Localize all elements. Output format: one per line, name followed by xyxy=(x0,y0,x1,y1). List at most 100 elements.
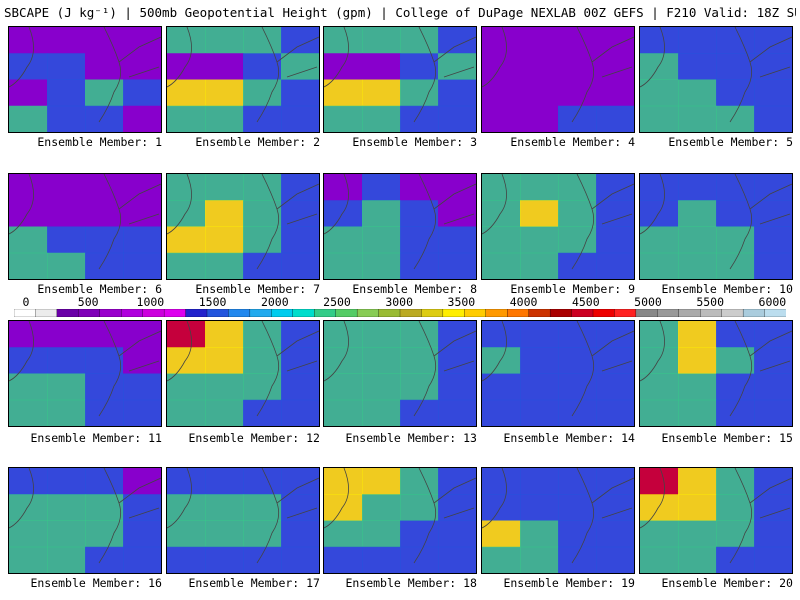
panel-label: Ensemble Member: 1 xyxy=(37,135,162,149)
cape-cell xyxy=(520,321,559,348)
cape-cell xyxy=(558,79,597,107)
cape-cell xyxy=(324,174,363,201)
cape-map xyxy=(482,468,634,573)
cape-cell xyxy=(362,373,401,401)
cape-cell xyxy=(716,79,755,107)
cape-cell xyxy=(243,399,282,426)
coastline xyxy=(324,468,476,564)
cape-cell xyxy=(9,399,48,426)
coastline xyxy=(482,468,634,564)
colorbar-swatch xyxy=(121,309,144,317)
cape-cell xyxy=(482,226,521,254)
colorbar-swatch xyxy=(571,309,594,317)
cape-cell xyxy=(482,468,521,495)
cape-map xyxy=(167,27,319,132)
cape-cell xyxy=(123,174,161,201)
cape-cell xyxy=(281,347,319,374)
cape-cell xyxy=(9,79,48,107)
cape-cell xyxy=(281,174,319,201)
cape-cell xyxy=(640,252,679,279)
cape-cell xyxy=(438,252,476,279)
cape-cell xyxy=(205,53,244,80)
cape-cell xyxy=(520,468,559,495)
cape-cell xyxy=(520,226,559,254)
cape-cell xyxy=(362,252,401,279)
cape-cell xyxy=(640,53,679,80)
cape-cell xyxy=(716,373,755,401)
cape-cell xyxy=(400,252,439,279)
cape-cell xyxy=(482,399,521,426)
cape-cell xyxy=(47,494,86,521)
colorbar-swatch xyxy=(271,309,294,317)
cape-cell xyxy=(362,468,401,495)
coastline xyxy=(9,468,161,564)
colorbar-swatch xyxy=(378,309,401,317)
panel-label: Ensemble Member: 18 xyxy=(345,576,477,590)
cape-cell xyxy=(9,494,48,521)
cape-cell xyxy=(205,399,244,426)
cape-cell xyxy=(85,373,124,401)
cape-cell xyxy=(123,520,161,548)
cape-cell xyxy=(678,494,717,521)
ensemble-panel xyxy=(323,26,477,133)
cape-cell xyxy=(205,520,244,548)
cape-cell xyxy=(678,200,717,227)
cape-cell xyxy=(205,174,244,201)
cape-cell xyxy=(47,27,86,54)
cape-cell xyxy=(47,347,86,374)
panel-label: Ensemble Member: 6 xyxy=(37,282,162,296)
cape-cell xyxy=(324,105,363,132)
cape-cell xyxy=(520,53,559,80)
cape-cell xyxy=(520,347,559,374)
cape-cell xyxy=(281,226,319,254)
cape-map xyxy=(324,468,476,573)
ensemble-panel xyxy=(166,26,320,133)
cape-cell xyxy=(438,226,476,254)
cape-cell xyxy=(281,105,319,132)
panel-label: Ensemble Member: 10 xyxy=(661,282,793,296)
cape-cell xyxy=(520,200,559,227)
cape-cell xyxy=(678,468,717,495)
colorbar-swatch xyxy=(292,309,315,317)
cape-cell xyxy=(243,321,282,348)
cape-cell xyxy=(596,79,634,107)
cape-cell xyxy=(596,321,634,348)
cape-cell xyxy=(9,53,48,80)
cape-cell xyxy=(438,27,476,54)
cape-cell xyxy=(324,468,363,495)
cape-cell xyxy=(85,27,124,54)
panel-label: Ensemble Member: 9 xyxy=(510,282,635,296)
cape-cell xyxy=(205,468,244,495)
coastline xyxy=(9,321,161,417)
cape-cell xyxy=(400,174,439,201)
cape-cell xyxy=(640,105,679,132)
colorbar-tick-label: 5000 xyxy=(634,295,662,309)
cape-cell xyxy=(281,252,319,279)
colorbar xyxy=(14,309,786,317)
cape-cell xyxy=(520,27,559,54)
panel-label: Ensemble Member: 17 xyxy=(188,576,320,590)
cape-cell xyxy=(482,321,521,348)
cape-cell xyxy=(47,373,86,401)
colorbar-swatch xyxy=(421,309,444,317)
coastline xyxy=(167,321,319,417)
cape-cell xyxy=(716,174,755,201)
cape-cell xyxy=(640,494,679,521)
cape-cell xyxy=(438,53,476,80)
cape-cell xyxy=(324,546,363,573)
cape-cell xyxy=(324,399,363,426)
cape-cell xyxy=(438,399,476,426)
cape-cell xyxy=(9,174,48,201)
cape-cell xyxy=(324,373,363,401)
cape-cell xyxy=(596,53,634,80)
cape-cell xyxy=(324,27,363,54)
cape-cell xyxy=(482,252,521,279)
cape-cell xyxy=(324,520,363,548)
cape-cell xyxy=(85,321,124,348)
cape-cell xyxy=(243,79,282,107)
ensemble-panel xyxy=(166,173,320,280)
colorbar-swatch xyxy=(56,309,79,317)
cape-cell xyxy=(362,200,401,227)
ensemble-panel xyxy=(481,173,635,280)
cape-cell xyxy=(678,174,717,201)
